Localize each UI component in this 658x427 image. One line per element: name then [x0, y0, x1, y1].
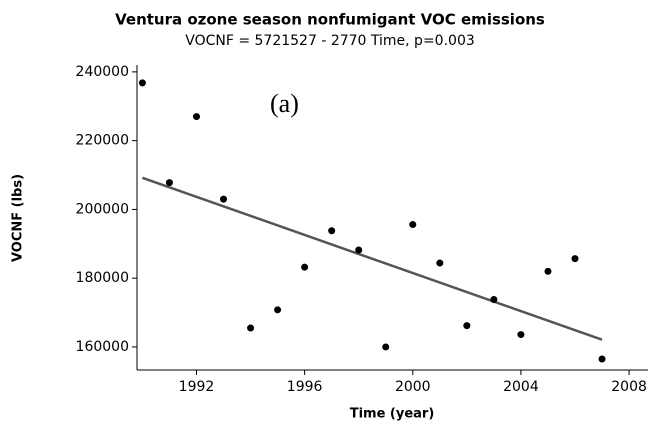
chart-title: Ventura ozone season nonfumigant VOC emi… — [115, 11, 545, 29]
y-tick-label: 240000 — [76, 64, 129, 80]
data-point — [544, 267, 552, 275]
data-point — [138, 79, 146, 87]
annotation: (a) — [270, 89, 299, 118]
y-tick-label: 160000 — [76, 339, 129, 355]
data-point — [571, 255, 579, 263]
data-point — [328, 227, 336, 235]
data-point — [192, 113, 200, 121]
x-tick-label: 2004 — [503, 379, 539, 395]
data-point — [165, 179, 173, 187]
data-point — [355, 246, 363, 254]
chart-subtitle: VOCNF = 5721527 - 2770 Time, p=0.003 — [185, 33, 475, 49]
data-point — [436, 259, 444, 267]
y-tick-label: 220000 — [76, 133, 129, 149]
data-point — [301, 263, 309, 271]
data-point — [382, 343, 390, 351]
y-axis-label: VOCNF (lbs) — [11, 174, 26, 262]
x-tick-label: 1992 — [179, 379, 215, 395]
data-point — [274, 306, 282, 314]
x-tick-label: 1996 — [287, 379, 323, 395]
data-point — [409, 221, 417, 229]
data-point — [598, 355, 606, 363]
regression-line — [141, 176, 603, 341]
y-tick-label: 200000 — [76, 201, 129, 217]
data-point — [220, 195, 228, 203]
x-tick-label: 2008 — [611, 379, 647, 395]
data-point — [517, 331, 525, 339]
x-axis-label: Time (year) — [350, 407, 435, 422]
data-point — [463, 322, 471, 330]
y-tick-label: 180000 — [76, 270, 129, 286]
x-tick-label: 2000 — [395, 379, 431, 395]
data-point — [247, 324, 255, 332]
data-point — [490, 296, 498, 304]
